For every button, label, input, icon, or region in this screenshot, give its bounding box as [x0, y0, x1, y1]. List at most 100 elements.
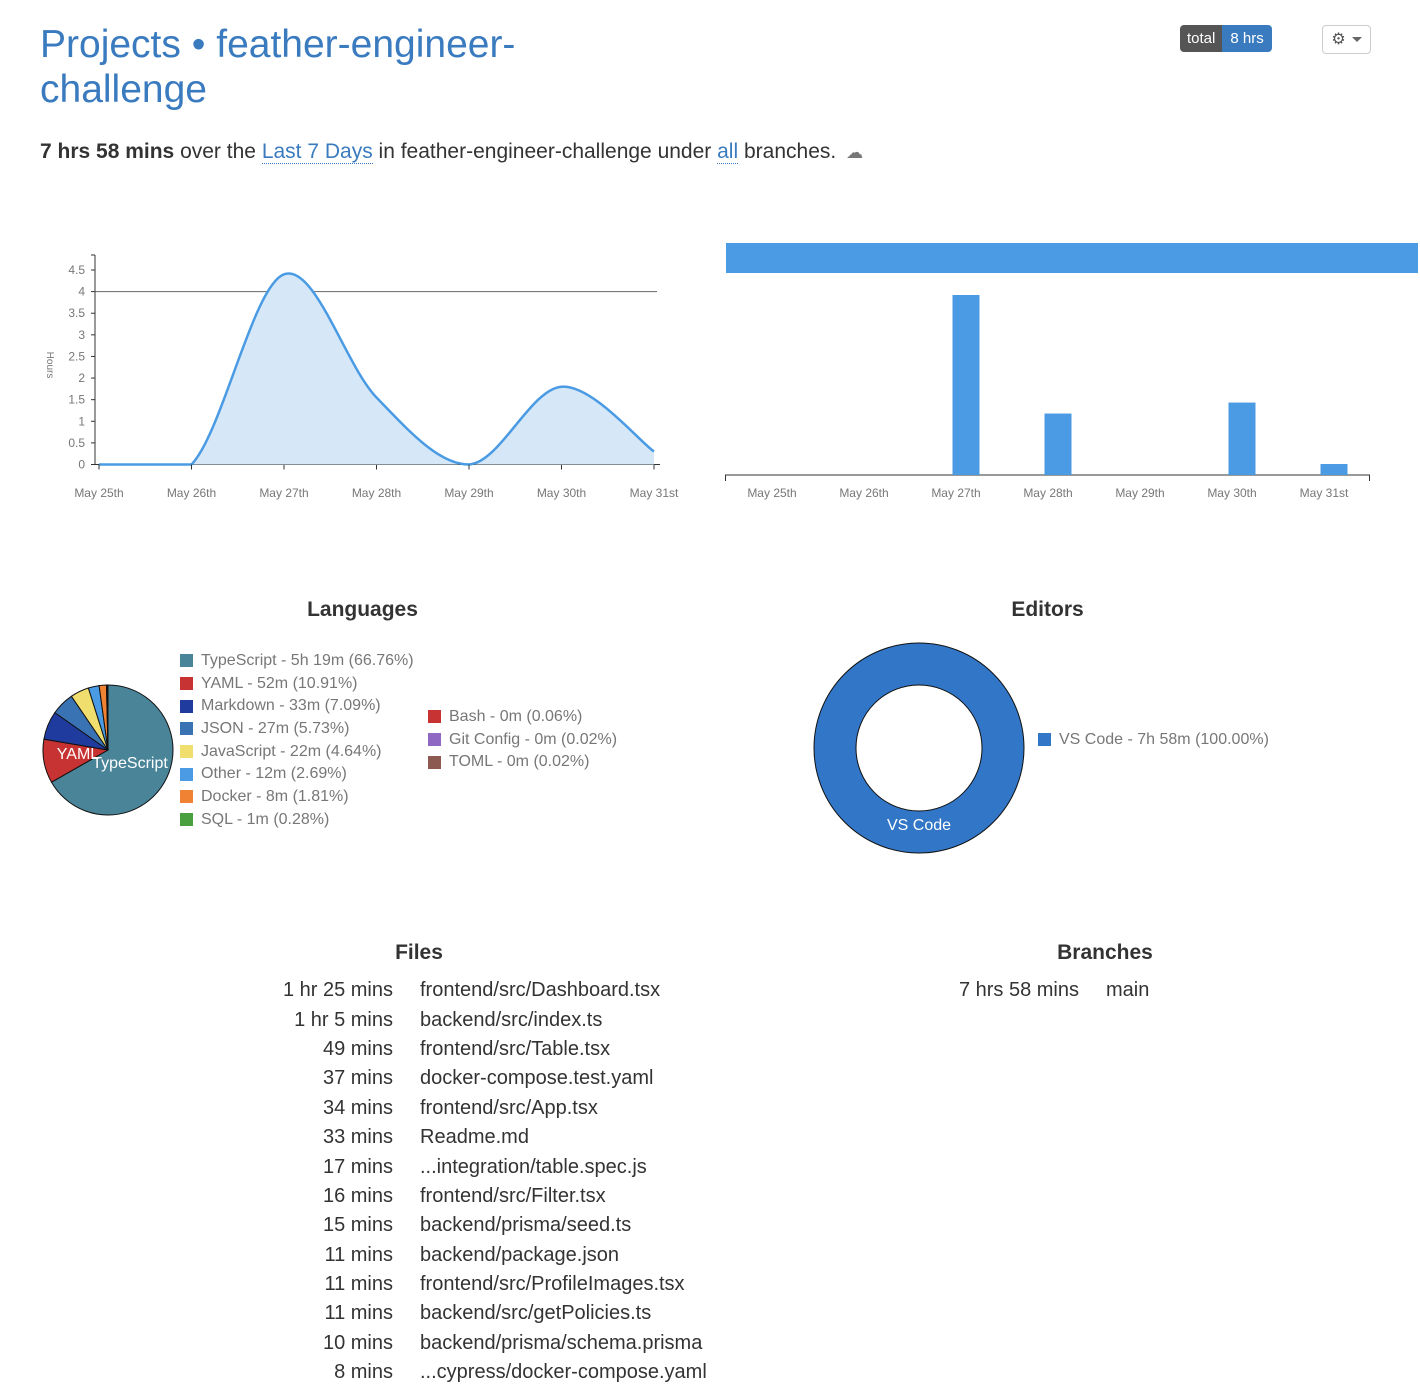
- item-name[interactable]: frontend/src/App.tsx: [420, 1096, 598, 1119]
- daily-hours-bar-chart: May 25th May 26th May 27th May 28th May 29th…: [725, 243, 1418, 500]
- legend-item[interactable]: JSON - 27m (5.73%): [180, 718, 414, 741]
- legend-item[interactable]: SQL - 1m (0.28%): [180, 808, 414, 831]
- list-item[interactable]: 8 mins ...cypress/docker-compose.yaml: [230, 1358, 707, 1387]
- files-title: Files: [395, 941, 443, 964]
- item-duration: 11 mins: [324, 1273, 393, 1296]
- x-tick-label: May 29th: [444, 486, 493, 500]
- legend-swatch: [428, 755, 441, 769]
- list-item[interactable]: 1 hr 5 mins backend/src/index.ts: [230, 1005, 707, 1034]
- legend-item[interactable]: TypeScript - 5h 19m (66.76%): [180, 650, 414, 673]
- legend-swatch: [1038, 733, 1051, 747]
- caret-down-icon: [1351, 37, 1362, 42]
- list-item[interactable]: 17 mins ...integration/table.spec.js: [230, 1152, 707, 1181]
- legend-item[interactable]: Git Config - 0m (0.02%): [428, 728, 617, 751]
- list-item[interactable]: 34 mins frontend/src/App.tsx: [230, 1094, 707, 1123]
- item-name[interactable]: frontend/src/Table.tsx: [420, 1037, 611, 1060]
- list-item[interactable]: 10 mins backend/prisma/schema.prisma: [230, 1329, 707, 1358]
- x-tick-label: May 25th: [74, 486, 123, 500]
- legend-swatch: [180, 699, 193, 713]
- item-duration: 33 mins: [322, 1126, 393, 1149]
- item-name[interactable]: backend/src/index.ts: [420, 1008, 603, 1031]
- legend-label: TOML - 0m (0.02%): [449, 753, 590, 771]
- legend-item[interactable]: VS Code - 7h 58m (100.00%): [1038, 729, 1269, 752]
- item-duration: 15 mins: [322, 1214, 393, 1237]
- item-name[interactable]: ...integration/table.spec.js: [420, 1155, 647, 1178]
- legend-item[interactable]: YAML - 52m (10.91%): [180, 672, 414, 695]
- legend-item[interactable]: Markdown - 33m (7.09%): [180, 695, 414, 718]
- branches-title: Branches: [1057, 941, 1153, 964]
- bar: [1228, 402, 1256, 475]
- list-item[interactable]: 11 mins frontend/src/ProfileImages.tsx: [230, 1270, 707, 1299]
- list-item[interactable]: 49 mins frontend/src/Table.tsx: [230, 1035, 707, 1064]
- item-duration: 8 mins: [334, 1361, 393, 1384]
- branch-scope-link[interactable]: all: [717, 140, 739, 164]
- list-item[interactable]: 1 hr 25 mins frontend/src/Dashboard.tsx: [230, 976, 707, 1005]
- bar: [952, 295, 980, 475]
- y-tick-label: 2: [78, 371, 85, 385]
- donut-outer-edge: [813, 642, 1025, 854]
- legend-swatch: [180, 654, 193, 668]
- legend-swatch: [180, 677, 193, 691]
- list-item[interactable]: 11 mins backend/package.json: [230, 1241, 707, 1270]
- legend-item[interactable]: TOML - 0m (0.02%): [428, 751, 617, 774]
- item-name[interactable]: Readme.md: [420, 1126, 529, 1149]
- summary-line: 7 hrs 58 mins over the Last 7 Days in fe…: [40, 140, 863, 164]
- total-summary-bar: [726, 243, 1418, 273]
- legend-item[interactable]: Bash - 0m (0.06%): [428, 706, 617, 729]
- item-duration: 49 mins: [322, 1037, 393, 1060]
- legend-item[interactable]: Docker - 8m (1.81%): [180, 786, 414, 809]
- cloud-download-icon[interactable]: ☁: [846, 143, 864, 162]
- legend-label: TypeScript - 5h 19m (66.76%): [201, 651, 414, 669]
- page-title: Projects • feather-engineer-challenge: [40, 22, 600, 112]
- date-range-link[interactable]: Last 7 Days: [261, 140, 373, 164]
- legend-label: JavaScript - 22m (4.64%): [201, 742, 382, 760]
- item-duration: 10 mins: [322, 1331, 393, 1354]
- y-tick-label: 4: [78, 285, 85, 299]
- item-duration: 17 mins: [322, 1155, 393, 1178]
- list-item[interactable]: 15 mins backend/prisma/seed.ts: [230, 1211, 707, 1240]
- legend-swatch: [180, 745, 193, 759]
- legend-label: Docker - 8m (1.81%): [201, 787, 349, 805]
- legend-label: Markdown - 33m (7.09%): [201, 697, 381, 715]
- total-time-badge[interactable]: total 8 hrs: [1180, 25, 1272, 52]
- list-item[interactable]: 33 mins Readme.md: [230, 1123, 707, 1152]
- legend-item[interactable]: JavaScript - 22m (4.64%): [180, 740, 414, 763]
- item-name[interactable]: main: [1106, 979, 1150, 1001]
- editors-legend: VS Code - 7h 58m (100.00%): [1038, 729, 1269, 752]
- item-name[interactable]: backend/package.json: [420, 1243, 620, 1266]
- x-tick-label: May 25th: [747, 486, 796, 500]
- project-name-link[interactable]: feather-engineer-challenge: [40, 23, 516, 111]
- summary-duration: 7 hrs 58 mins: [40, 140, 175, 163]
- item-name[interactable]: backend/src/getPolicies.ts: [420, 1302, 652, 1325]
- x-tick-label: May 31st: [630, 486, 679, 500]
- item-name[interactable]: frontend/src/Filter.tsx: [420, 1184, 606, 1207]
- item-name[interactable]: ...cypress/docker-compose.yaml: [420, 1361, 707, 1384]
- editors-title: Editors: [1011, 598, 1084, 621]
- y-axis-label: Hours: [44, 352, 55, 379]
- projects-link[interactable]: Projects: [40, 23, 181, 66]
- gear-icon: ⚙: [1331, 30, 1346, 48]
- x-tick-label: May 28th: [352, 486, 401, 500]
- slice-label: TypeScript: [92, 755, 168, 772]
- legend-item[interactable]: Other - 12m (2.69%): [180, 763, 414, 786]
- item-name[interactable]: backend/prisma/seed.ts: [420, 1214, 632, 1237]
- bar: [1044, 413, 1072, 475]
- x-tick-label: May 30th: [537, 486, 586, 500]
- branches-list: 7 hrs 58 mins main: [940, 976, 1149, 1005]
- list-item[interactable]: 16 mins frontend/src/Filter.tsx: [230, 1182, 707, 1211]
- legend-swatch: [428, 733, 441, 747]
- pie-slice: [50, 684, 174, 816]
- badge-value: 8 hrs: [1222, 25, 1272, 52]
- item-name[interactable]: backend/prisma/schema.prisma: [420, 1331, 703, 1354]
- item-name[interactable]: frontend/src/Dashboard.tsx: [420, 979, 661, 1002]
- bar: [1320, 464, 1348, 475]
- item-name[interactable]: frontend/src/ProfileImages.tsx: [420, 1273, 685, 1296]
- item-duration: 1 hr 25 mins: [282, 979, 393, 1002]
- x-tick-label: May 27th: [259, 486, 308, 500]
- item-name[interactable]: docker-compose.test.yaml: [420, 1067, 654, 1090]
- settings-dropdown-button[interactable]: ⚙: [1322, 25, 1371, 54]
- list-item[interactable]: 7 hrs 58 mins main: [940, 976, 1149, 1005]
- list-item[interactable]: 11 mins backend/src/getPolicies.ts: [230, 1299, 707, 1328]
- list-item[interactable]: 37 mins docker-compose.test.yaml: [230, 1064, 707, 1093]
